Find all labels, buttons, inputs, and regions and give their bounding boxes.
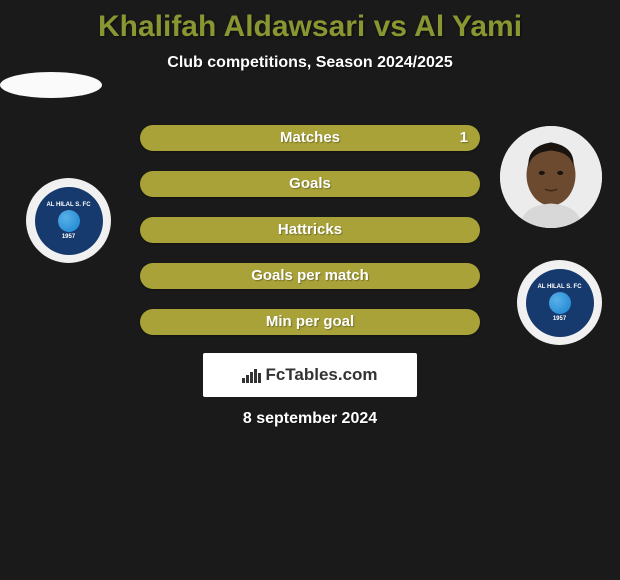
stat-bar-label: Matches bbox=[140, 125, 480, 151]
club-name-text: AL HILAL S. FC bbox=[46, 202, 90, 208]
stat-bar: Matches1 bbox=[140, 125, 480, 151]
stat-bar: Hattricks bbox=[140, 217, 480, 243]
stat-bar: Goals bbox=[140, 171, 480, 197]
stat-bar-label: Min per goal bbox=[140, 309, 480, 335]
club-name-text: AL HILAL S. FC bbox=[537, 284, 581, 290]
bar-chart-icon bbox=[242, 367, 261, 383]
stat-bar-label: Goals bbox=[140, 171, 480, 197]
comparison-title: Khalifah Aldawsari vs Al Yami bbox=[0, 0, 620, 44]
player1-avatar bbox=[0, 72, 102, 98]
club-ball-icon bbox=[58, 210, 80, 232]
date-text: 8 september 2024 bbox=[0, 410, 620, 428]
player2-face-icon bbox=[500, 126, 602, 228]
player2-avatar bbox=[500, 126, 602, 228]
stat-bar-value: 1 bbox=[460, 125, 468, 151]
stats-bars: Matches1 Goals Hattricks Goals per match Min… bbox=[140, 125, 480, 355]
stat-bar: Min per goal bbox=[140, 309, 480, 335]
stat-bar-label: Goals per match bbox=[140, 263, 480, 289]
player2-club-logo: AL HILAL S. FC 1957 bbox=[517, 260, 602, 345]
fctables-text: FcTables.com bbox=[265, 365, 377, 385]
club-year-text: 1957 bbox=[553, 316, 566, 322]
club-year-text: 1957 bbox=[62, 234, 75, 240]
player1-club-logo: AL HILAL S. FC 1957 bbox=[26, 178, 111, 263]
fctables-watermark: FcTables.com bbox=[203, 353, 417, 397]
stat-bar-label: Hattricks bbox=[140, 217, 480, 243]
club-ball-icon bbox=[549, 292, 571, 314]
subtitle: Club competitions, Season 2024/2025 bbox=[0, 54, 620, 72]
stat-bar: Goals per match bbox=[140, 263, 480, 289]
